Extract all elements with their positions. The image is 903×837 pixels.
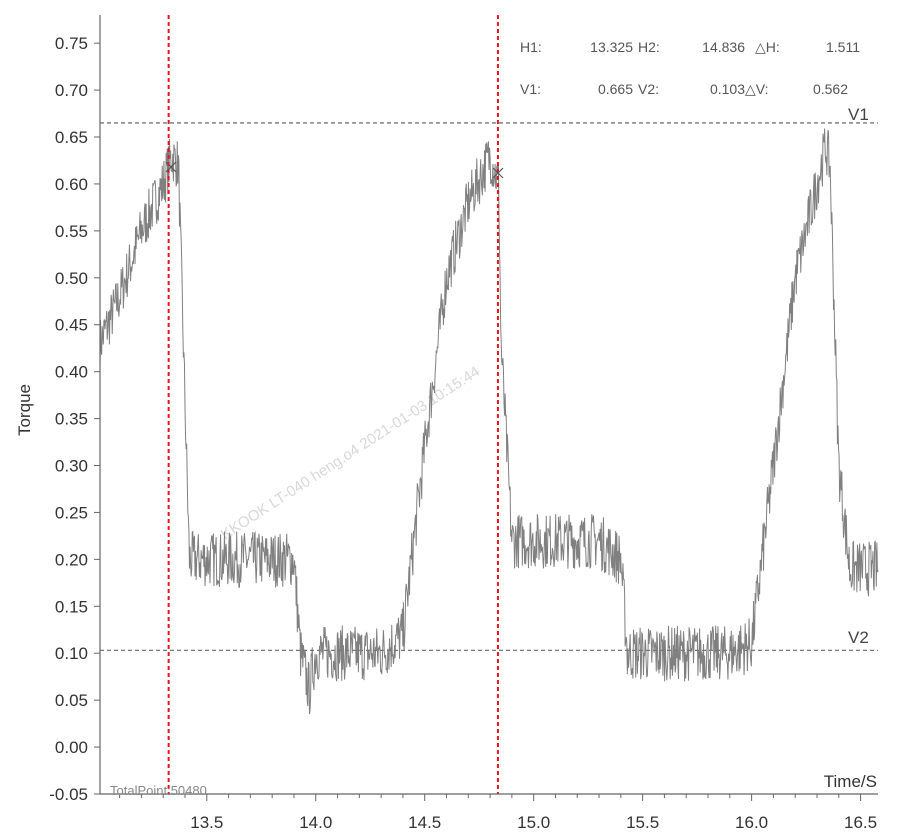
y-tick-label: 0.45 bbox=[55, 316, 88, 335]
y-tick-label: 0.25 bbox=[55, 503, 88, 522]
cursor-lines bbox=[100, 15, 878, 794]
x-tick-label: 13.5 bbox=[190, 813, 223, 832]
readout-v2-label: V2: bbox=[638, 81, 659, 97]
watermark: KKOOK LT-040 heng.o4 2021-01-03 10:15:44 bbox=[218, 363, 483, 543]
h1-cursor-marker bbox=[165, 161, 177, 173]
readout-dh-label: △H: bbox=[755, 39, 780, 55]
torque-trace-line bbox=[99, 128, 879, 715]
readout-h2-value: 14.836 bbox=[702, 39, 745, 55]
readout-v1-value: 0.665 bbox=[598, 81, 633, 97]
y-tick-label: 0.40 bbox=[55, 363, 88, 382]
x-tick-label: 15.0 bbox=[517, 813, 550, 832]
y-tick-label: 0.10 bbox=[55, 644, 88, 663]
readout-h2-label: H2: bbox=[638, 39, 660, 55]
y-tick-label: 0.20 bbox=[55, 550, 88, 569]
y-tick-label: 0.60 bbox=[55, 175, 88, 194]
readout-dv-value: 0.562 bbox=[813, 81, 848, 97]
y-tick-label: 0.65 bbox=[55, 128, 88, 147]
y-axis-ticks: 0.75 0.70 0.65 0.60 0.55 0.50 0.45 0.40 0.35 0.30… bbox=[49, 34, 100, 804]
x-axis-label: Time/S bbox=[824, 772, 877, 791]
y-tick-label: 0.15 bbox=[55, 597, 88, 616]
readout-dv-label: △V: bbox=[745, 81, 768, 97]
y-tick-label: 0.05 bbox=[55, 691, 88, 710]
y-tick-label: 0.70 bbox=[55, 81, 88, 100]
x-tick-label: 14.0 bbox=[299, 813, 332, 832]
readout-dh-value: 1.511 bbox=[826, 39, 860, 55]
x-tick-label: 16.5 bbox=[844, 813, 877, 832]
y-tick-label: 0.55 bbox=[55, 222, 88, 241]
y-tick-label: 0.75 bbox=[55, 34, 88, 53]
v2-line-label: V2 bbox=[848, 628, 869, 647]
readout-h1-value: 13.325 bbox=[590, 39, 633, 55]
readout-h1-label: H1: bbox=[520, 39, 542, 55]
torque-series bbox=[99, 128, 879, 715]
y-tick-label: 0.50 bbox=[55, 269, 88, 288]
y-tick-label: 0.30 bbox=[55, 457, 88, 476]
readout-v2-value: 0.103 bbox=[710, 81, 745, 97]
x-tick-label: 16.0 bbox=[735, 813, 768, 832]
y-tick-label: 0.35 bbox=[55, 410, 88, 429]
readout-v1-label: V1: bbox=[520, 81, 541, 97]
y-axis-label: Torque bbox=[15, 384, 34, 436]
x-axis-ticks: 13.5 14.0 14.5 15.0 15.5 16.0 16.5 bbox=[119, 794, 877, 832]
y-tick-label: -0.05 bbox=[49, 785, 88, 804]
x-tick-label: 14.5 bbox=[408, 813, 441, 832]
x-tick-label: 15.5 bbox=[626, 813, 659, 832]
y-tick-label: 0.00 bbox=[55, 738, 88, 757]
v1-line-label: V1 bbox=[848, 105, 869, 124]
cursor-readout: H1: 13.325 H2: 14.836 △H: 1.511 V1: 0.66… bbox=[520, 39, 860, 97]
h2-cursor-marker bbox=[492, 167, 504, 179]
total-points-label: TotalPoint:50480 bbox=[110, 783, 207, 798]
